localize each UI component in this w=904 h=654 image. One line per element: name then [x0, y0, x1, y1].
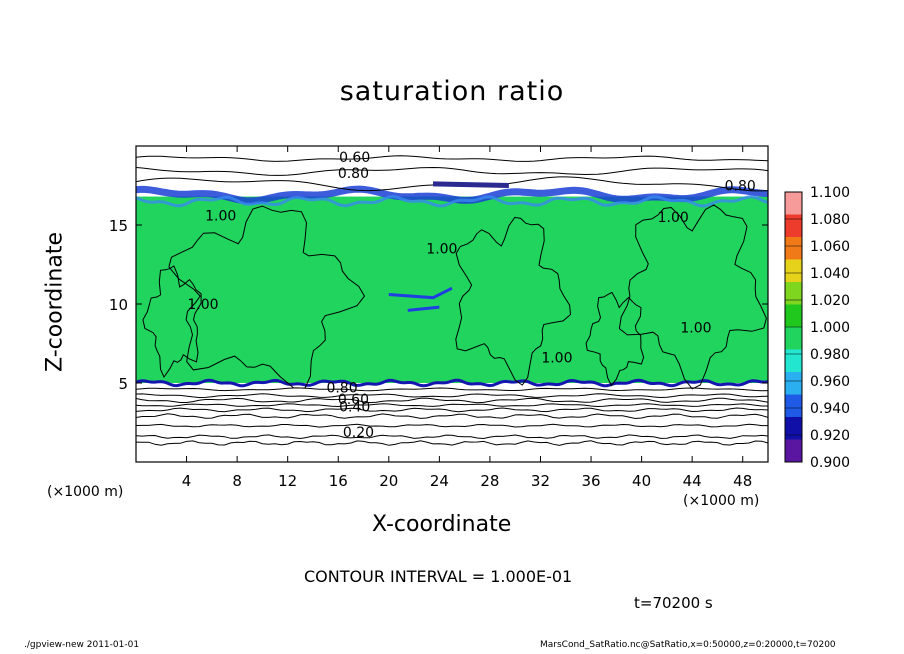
contour-label: 0.80 — [338, 166, 369, 182]
x-tick-label: 28 — [480, 472, 499, 490]
colorbar-label: 1.020 — [810, 293, 850, 309]
x-tick-label: 44 — [683, 472, 702, 490]
inner-contours — [142, 204, 767, 390]
contour-label: 1.00 — [205, 209, 236, 225]
colorbar-label: 1.100 — [810, 185, 850, 201]
footer-left: ./gpview-new 2011-01-01 — [24, 640, 140, 650]
colorbar-swatch — [785, 282, 802, 305]
colorbar-swatch — [785, 417, 802, 440]
footer-right: MarsCond_SatRatio.nc@SatRatio,x=0:50000,… — [540, 640, 836, 650]
mid-blue-patches — [388, 286, 453, 312]
x-tick-label: 4 — [182, 472, 192, 490]
y-axis-label: Z-coordinate — [42, 232, 68, 372]
colorbar-label: 1.040 — [810, 266, 850, 282]
upper-patch — [432, 181, 509, 188]
colorbar-swatch — [785, 192, 802, 215]
x-tick-label: 12 — [278, 472, 297, 490]
contour-label: 1.00 — [541, 351, 572, 367]
contour-label: 0.80 — [725, 179, 756, 195]
contour-label: 1.00 — [680, 321, 711, 337]
x-tick-label: 20 — [379, 472, 398, 490]
cloud-base-edge — [136, 378, 768, 388]
contour-interval-text: CONTOUR INTERVAL = 1.000E-01 — [304, 567, 573, 586]
colorbar-label: 0.900 — [810, 455, 850, 471]
z-unit-label: (×1000 m) — [47, 484, 124, 500]
contour-label: 1.00 — [426, 242, 457, 258]
colorbar-label: 0.980 — [810, 347, 850, 363]
y-tick-label: 10 — [109, 296, 128, 314]
lower-contours — [136, 378, 768, 446]
time-label: t=70200 s — [634, 594, 713, 612]
contour-label: 0.60 — [338, 392, 369, 408]
y-tick-label: 5 — [118, 375, 128, 393]
x-tick-label: 48 — [733, 472, 752, 490]
x-tick-label: 40 — [632, 472, 651, 490]
colorbar-swatch — [785, 304, 802, 327]
colorbar-swatch — [785, 214, 802, 237]
colorbar-swatch — [785, 349, 802, 372]
colorbar-label: 0.940 — [810, 401, 850, 417]
x-tick-label: 32 — [531, 472, 550, 490]
colorbar-swatch — [785, 394, 802, 417]
chart-title: saturation ratio — [339, 76, 565, 107]
colorbar-swatch — [785, 259, 802, 282]
colorbar-label: 0.960 — [810, 374, 850, 390]
colorbar-swatch — [785, 327, 802, 350]
colorbar-swatch — [785, 439, 802, 462]
colorbar-label: 1.000 — [810, 320, 850, 336]
colorbar-label: 1.080 — [810, 212, 850, 228]
x-tick-label: 36 — [581, 472, 600, 490]
colorbar-label: 0.920 — [810, 428, 850, 444]
contour-label: 1.00 — [187, 297, 218, 313]
colorbar-swatch — [785, 372, 802, 395]
x-tick-label: 16 — [329, 472, 348, 490]
x-tick-label: 24 — [430, 472, 449, 490]
colorbar-swatch — [785, 237, 802, 260]
y-axis: 5 10 15 — [109, 217, 768, 393]
contour-label: 0.80 — [326, 381, 357, 397]
x-axis-label: X-coordinate — [372, 512, 512, 537]
upper-contours — [136, 155, 768, 208]
colorbar: 0.900 0.920 0.940 0.960 0.980 1.000 1.020 1.040… — [784, 185, 850, 471]
x-unit-label: (×1000 m) — [683, 493, 760, 509]
contour-labels: 0.600.800.801.00 1.001.001.001.001.000.80… — [187, 150, 756, 441]
contour-label: 0.20 — [343, 425, 374, 441]
contour-label: 0.60 — [339, 150, 370, 166]
colorbar-label: 1.060 — [810, 239, 850, 255]
contour-label: 1.00 — [658, 210, 689, 226]
y-tick-label: 15 — [109, 217, 128, 235]
x-tick-label: 8 — [232, 472, 242, 490]
contour-label: 0.40 — [339, 400, 370, 416]
x-axis: 4 8 12 16 20 24 28 32 36 40 44 48 — [182, 146, 752, 490]
